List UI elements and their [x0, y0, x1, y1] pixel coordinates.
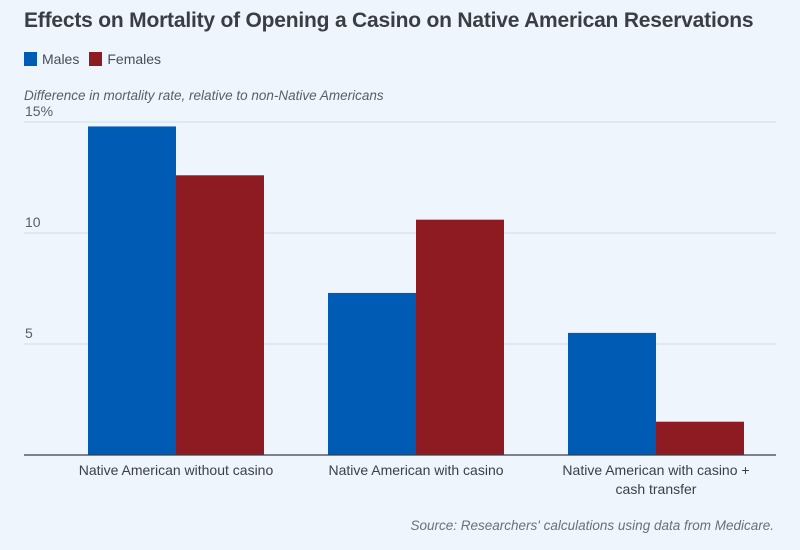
source-note: Source: Researchers' calculations using …	[410, 518, 775, 533]
y-axis-label: Difference in mortality rate, relative t…	[24, 88, 384, 103]
legend-label-males: Males	[42, 51, 80, 67]
bar-males	[568, 332, 656, 455]
legend: Males Females	[24, 51, 171, 67]
y-tick-label: 15%	[25, 103, 53, 119]
bar-females	[416, 219, 504, 455]
x-tick-label: Native American with casino	[328, 462, 503, 478]
x-tick-label: Native American with casino +	[562, 462, 749, 478]
legend-swatch-males	[24, 52, 37, 66]
bar-males	[328, 292, 416, 455]
bar-males	[88, 126, 176, 455]
legend-item-females: Females	[89, 51, 161, 67]
y-tick-label: 5	[25, 325, 33, 341]
x-tick-label: cash transfer	[616, 481, 697, 497]
legend-swatch-females	[89, 52, 103, 66]
bar-females	[656, 421, 744, 455]
y-tick-label: 10	[25, 214, 41, 230]
bar-females	[176, 175, 264, 455]
chart-title: Effects on Mortality of Opening a Casino…	[24, 9, 754, 32]
x-tick-label: Native American without casino	[79, 462, 274, 478]
legend-label-females: Females	[107, 51, 162, 67]
legend-item-males: Males	[24, 51, 79, 67]
